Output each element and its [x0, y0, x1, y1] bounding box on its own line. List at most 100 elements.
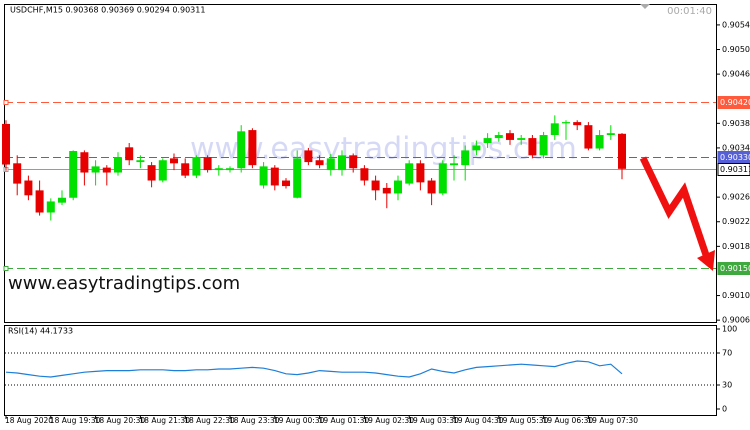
x-tick-label: 18 Aug 22:30 [184, 416, 235, 425]
x-tick-label: 19 Aug 04:30 [453, 416, 504, 425]
y-tick-label: 0.90345 [722, 143, 750, 152]
y-tick-label: 0.90065 [722, 316, 750, 325]
y-tick-label: 0.90505 [722, 45, 750, 54]
candle-body [494, 135, 503, 139]
x-tick-label: 18 Aug 21:30 [139, 416, 190, 425]
x-tick-label: 19 Aug 02:30 [363, 416, 414, 425]
candle-body [58, 197, 66, 203]
x-tick-label: 18 Aug 2020 [5, 416, 53, 425]
level-label-box [717, 262, 750, 275]
level-label-box [717, 96, 750, 109]
candle-body [226, 168, 234, 171]
rsi-line [5, 360, 623, 378]
arrow [639, 156, 715, 271]
level-marker [3, 100, 9, 105]
x-tick-label: 18 Aug 19:30 [50, 416, 101, 425]
candle-body [270, 167, 279, 186]
candle-body [181, 163, 190, 176]
candle-body [595, 135, 604, 149]
candle-body [170, 158, 178, 164]
level-label: 0.90311 [720, 165, 750, 174]
candle-body [472, 145, 481, 151]
watermark-text: www.easytradingtips.com [8, 273, 240, 294]
candle-body [35, 190, 44, 213]
y-tick-label: 100 [722, 325, 737, 334]
candle-body [326, 158, 335, 171]
candle-body [517, 138, 526, 140]
x-tick-label: 19 Aug 01:30 [319, 416, 370, 425]
x-tick-label: 19 Aug 07:30 [587, 416, 638, 425]
y-tick-label: 0.90225 [722, 217, 750, 226]
candle-body [338, 155, 346, 171]
timer: 00:01:40 [667, 6, 712, 17]
level-label-box [717, 163, 750, 176]
level-label: 0.90150 [720, 264, 750, 273]
candle-body [349, 155, 358, 169]
candle-body [539, 135, 548, 156]
candle-body [248, 130, 257, 166]
candle-body [192, 157, 201, 176]
candle-body [91, 166, 100, 173]
y-tick-label: 0 [722, 405, 727, 414]
candle-body [427, 180, 436, 194]
candle-body [214, 168, 223, 171]
rsi-title: RSI(14) 44.1733 [8, 327, 73, 336]
candle-body [13, 163, 22, 184]
candle-body [382, 187, 391, 194]
candle-body [371, 180, 380, 191]
candle-body [461, 150, 470, 166]
y-tick-label: 30 [722, 381, 732, 390]
rsi-panel [4, 325, 717, 416]
y-tick-label: 0.90385 [722, 119, 750, 128]
x-tick-label: 18 Aug 20:30 [95, 416, 146, 425]
arrow-head [697, 250, 715, 271]
shift-marker [640, 4, 650, 9]
y-tick-label: 0.90105 [722, 291, 750, 300]
candle-body [293, 158, 302, 198]
candle-body [618, 133, 626, 169]
arrow-line [639, 156, 710, 257]
candle-body [158, 160, 167, 181]
x-tick-label: 18 Aug 23:30 [229, 416, 280, 425]
y-tick-label: 0.90265 [722, 193, 750, 202]
candle-body [259, 166, 268, 186]
candle-body [125, 147, 134, 161]
candle-body [315, 160, 324, 166]
candle-body [147, 165, 156, 181]
candle-body [237, 131, 246, 169]
candle-body [438, 163, 447, 194]
candle-body [304, 150, 313, 163]
x-tick-label: 19 Aug 03:30 [408, 416, 459, 425]
level-marker [3, 266, 9, 271]
candle-body [450, 163, 458, 166]
candle-body [562, 122, 570, 124]
x-tick-label: 19 Aug 00:30 [274, 416, 325, 425]
candle-body [46, 201, 55, 213]
candle-body [2, 123, 10, 165]
chart-title: USDCHF,M15 0.90368 0.90369 0.90294 0.903… [10, 6, 205, 15]
candle-body [69, 151, 78, 198]
candle-body [573, 122, 582, 126]
candle-body [394, 180, 402, 194]
x-tick-label: 19 Aug 05:30 [498, 416, 549, 425]
candle-body [114, 157, 122, 173]
candle-body [550, 123, 559, 136]
marks: 0.90545 0.90505 0.90465 0.90385 0.90345 0.902… [2, 20, 750, 425]
level-label: 0.90420 [720, 98, 750, 107]
candle-body [24, 180, 33, 196]
candle-body [136, 160, 145, 163]
candle-body [606, 133, 615, 136]
candle-body [102, 167, 111, 173]
y-tick-label: 0.90185 [722, 242, 750, 251]
x-tick-label: 19 Aug 06:30 [543, 416, 594, 425]
candle-body [360, 168, 369, 181]
watermark: www.easytradingtips.com [190, 132, 577, 167]
candle-body [282, 180, 290, 187]
candle-body [203, 157, 212, 171]
y-tick-label: 70 [722, 349, 732, 358]
candle-body [405, 163, 414, 184]
candle-body [416, 163, 425, 183]
candle-body [528, 138, 537, 156]
y-tick-label: 0.90465 [722, 70, 750, 79]
